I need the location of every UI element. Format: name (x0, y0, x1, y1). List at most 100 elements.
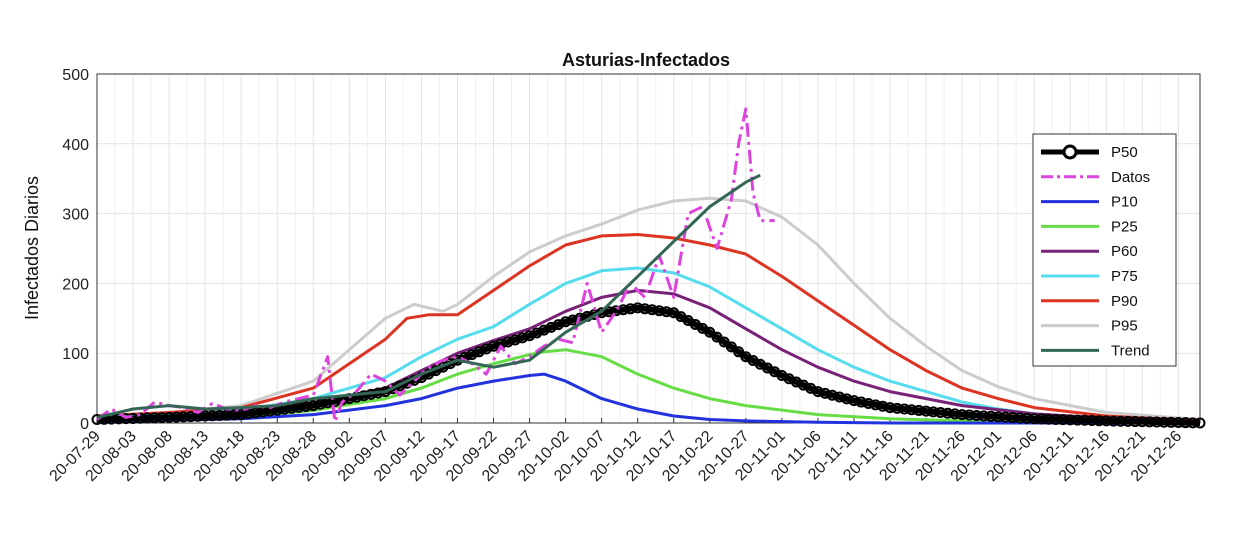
p50-marker (314, 398, 326, 410)
p50-marker (141, 412, 153, 424)
p50-marker (228, 409, 240, 421)
p50-marker (862, 397, 874, 409)
p50-marker (199, 410, 211, 422)
p50-marker (1079, 414, 1091, 426)
p50-marker (949, 408, 961, 420)
p50-marker (733, 346, 745, 358)
p50-marker (163, 411, 175, 423)
p50-marker (617, 304, 629, 316)
plot-frame (96, 73, 1201, 424)
series-line-p95 (96, 196, 1201, 421)
p50-marker (942, 407, 954, 419)
legend-marker-p50 (1062, 144, 1078, 160)
p50-marker (560, 316, 572, 328)
p50-marker (1093, 415, 1105, 427)
p50-marker (834, 391, 846, 403)
p50-marker (639, 303, 651, 315)
p50-marker (1180, 417, 1192, 429)
p50-marker (1172, 417, 1184, 429)
y-tick-label: 0 (80, 416, 89, 433)
p50-marker (1194, 417, 1206, 429)
p50-marker (711, 331, 723, 343)
legend-label-p25: P25 (1111, 218, 1138, 235)
y-axis-label: Infectados Diarios (22, 176, 42, 320)
chart-title: Asturias-Infectados (562, 50, 730, 70)
p50-marker (502, 336, 514, 348)
p50-marker (509, 334, 521, 346)
p50-marker (1021, 412, 1033, 424)
p50-marker (307, 400, 319, 412)
legend: P50 Datos P10 P25 P60 P75 P90 P95 Trend (1032, 133, 1177, 367)
p50-marker (956, 409, 968, 421)
p50-marker (206, 410, 218, 422)
p50-marker (235, 409, 247, 421)
y-tick-label: 400 (62, 137, 89, 154)
p50-marker (113, 413, 125, 425)
p50-marker (1043, 413, 1055, 425)
p50-marker (826, 389, 838, 401)
p50-marker (1100, 415, 1112, 427)
p50-marker (1144, 416, 1156, 428)
p50-marker (913, 404, 925, 416)
p50-marker (1007, 412, 1019, 424)
series-line-datos (96, 107, 775, 424)
p50-marker (978, 410, 990, 422)
p50-marker (992, 411, 1004, 423)
p50-marker (891, 402, 903, 414)
p50-marker (963, 409, 975, 421)
y-tick-label: 500 (62, 67, 89, 84)
p50-marker (848, 395, 860, 407)
p50-marker (646, 304, 658, 316)
p50-marker (877, 400, 889, 412)
p50-marker (819, 387, 831, 399)
series-line-p25 (96, 348, 1201, 425)
p50-marker (134, 412, 146, 424)
p50-marker (632, 302, 644, 314)
p50-marker (704, 326, 716, 338)
p50-marker (358, 390, 370, 402)
p50-marker (1165, 416, 1177, 428)
p50-marker (1136, 416, 1148, 428)
p50-marker (920, 405, 932, 417)
p50-marker (1028, 413, 1040, 425)
series-line-p90 (96, 233, 1201, 423)
p50-marker (516, 332, 528, 344)
p50-marker (812, 386, 824, 398)
legend-label-p50: P50 (1111, 144, 1138, 161)
p50-marker (185, 411, 197, 423)
p50-marker (985, 410, 997, 422)
p50-marker (488, 340, 500, 352)
p50-marker (906, 404, 918, 416)
p50-marker (1115, 415, 1127, 427)
y-tick-label: 300 (62, 207, 89, 224)
p50-marker (156, 412, 168, 424)
y-tick-labels: 0 100 200 300 400 500 (62, 67, 89, 433)
p50-marker (127, 412, 139, 424)
legend-label-datos: Datos (1111, 169, 1150, 186)
y-tick-label: 100 (62, 346, 89, 363)
legend-label-p90: P90 (1111, 293, 1138, 310)
p50-marker (170, 411, 182, 423)
p50-marker (884, 402, 896, 414)
p50-marker (855, 396, 867, 408)
p50-marker (1122, 415, 1134, 427)
p50-marker (718, 336, 730, 348)
p50-marker (250, 407, 262, 419)
p50-marker (1064, 414, 1076, 426)
y-tick-label: 200 (62, 276, 89, 293)
legend-label-trend: Trend (1111, 342, 1150, 359)
p50-marker (149, 412, 161, 424)
p50-marker (624, 303, 636, 315)
series-line-p75 (96, 266, 1201, 424)
p50-marker (661, 306, 673, 318)
p50-marker (1057, 414, 1069, 426)
legend-label-p75: P75 (1111, 268, 1138, 285)
series-line-trend (96, 173, 761, 419)
p50-marker (725, 341, 737, 353)
p50-marker (898, 403, 910, 415)
p50-marker (1071, 414, 1083, 426)
legend-label-p60: P60 (1111, 243, 1138, 260)
p50-marker (221, 409, 233, 421)
p50-marker (653, 305, 665, 317)
